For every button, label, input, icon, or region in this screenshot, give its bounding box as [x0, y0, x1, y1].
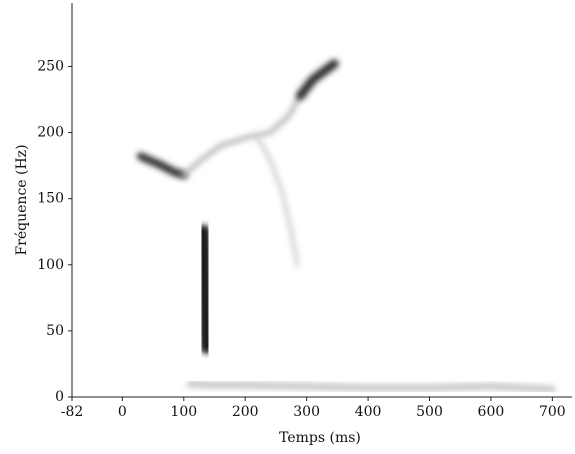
y-tick-label: 250 — [37, 58, 64, 74]
x-tick-label: 200 — [232, 404, 259, 420]
y-tick-label: 100 — [37, 257, 64, 273]
energy-ridge — [255, 135, 300, 267]
x-tick-label: 700 — [539, 404, 566, 420]
plot-area — [136, 59, 556, 393]
x-tick-label: -82 — [61, 404, 84, 420]
x-tick-label: 600 — [478, 404, 505, 420]
y-tick-label: 150 — [37, 191, 64, 207]
x-tick-label: 100 — [170, 404, 197, 420]
x-axis-label: Temps (ms) — [279, 430, 361, 446]
x-tick-label: 500 — [416, 404, 443, 420]
y-tick-label: 50 — [46, 323, 64, 339]
energy-ridge — [181, 93, 304, 178]
x-tick-label: 0 — [118, 404, 127, 420]
x-tick-label: 300 — [293, 404, 320, 420]
energy-ridge — [186, 380, 556, 393]
energy-ridge — [196, 224, 214, 354]
energy-ridge — [296, 59, 339, 101]
y-tick-label: 200 — [37, 125, 64, 141]
x-tick-label: 400 — [355, 404, 382, 420]
y-axis-label: Fréquence (Hz) — [14, 144, 30, 255]
energy-ridge — [136, 152, 188, 179]
y-tick-label: 0 — [55, 389, 64, 405]
